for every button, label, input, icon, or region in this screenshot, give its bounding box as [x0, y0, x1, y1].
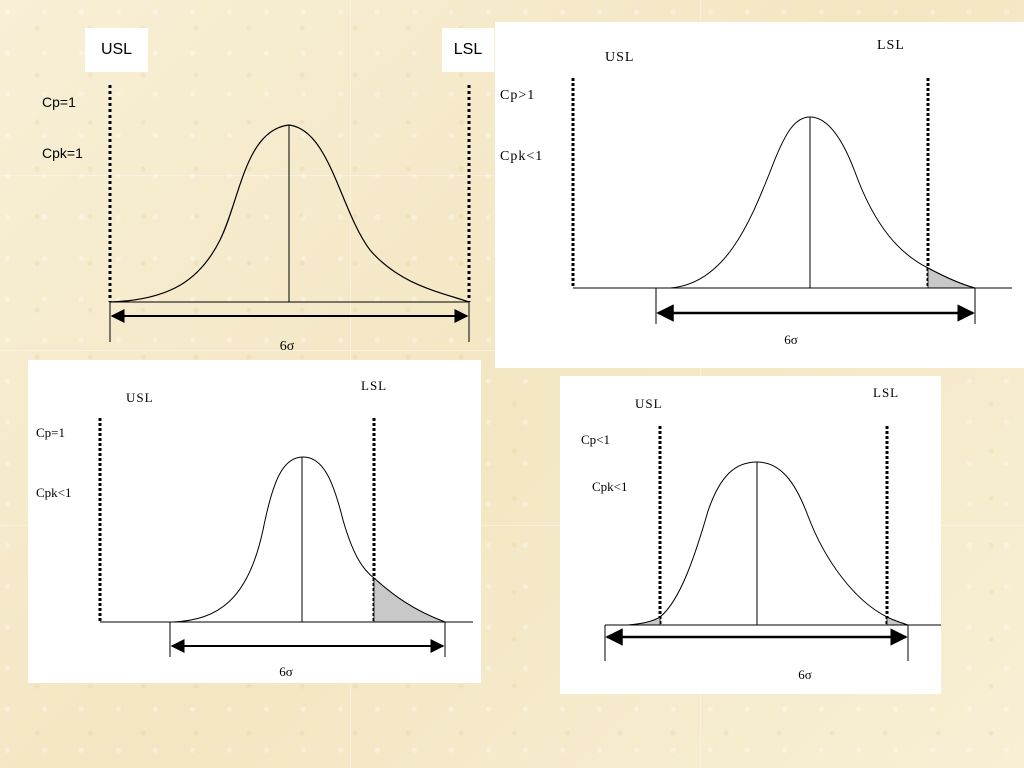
six-sigma-label: 6σ [279, 664, 293, 679]
usl-label: USL [126, 390, 154, 405]
lsl-label-box: LSL [442, 28, 494, 72]
diagram-canvas: USL LSL Cp<1 Cpk<1 6σ [581, 385, 941, 682]
cpk-label: Cpk<1 [592, 479, 628, 494]
six-sigma-label: 6σ [784, 332, 798, 347]
cp-label: Cp=1 [42, 94, 76, 110]
out-of-spec-tail [373, 577, 446, 623]
cpk-label: Cpk=1 [42, 145, 83, 161]
usl-label-box: USL [85, 28, 148, 72]
diagram-canvas: USL LSL Cp>1 Cpk<1 6σ [500, 38, 1012, 347]
diagram-cp-lt1-cpk-lt1: USL LSL Cp<1 Cpk<1 6σ [560, 376, 941, 694]
six-sigma-label: 6σ [798, 667, 812, 682]
cp-label: Cp>1 [500, 88, 535, 103]
diagram-cp-gt1-cpk-lt1: USL LSL Cp>1 Cpk<1 6σ [495, 22, 1024, 368]
cpk-label: Cpk<1 [500, 149, 543, 164]
normal-curve [172, 456, 446, 623]
cp-label: Cp<1 [581, 432, 610, 447]
usl-label: USL [605, 50, 634, 65]
lsl-label: LSL [873, 385, 899, 400]
normal-curve [627, 461, 909, 626]
out-of-spec-tail-left [627, 616, 661, 626]
out-of-spec-tail [927, 267, 976, 289]
diagram-cp1-cpk-lt1: USL LSL Cp=1 Cpk<1 6σ [28, 360, 481, 683]
usl-label: USL [100, 41, 133, 58]
six-sigma-label: 6σ [280, 339, 295, 354]
diagram-canvas: USL LSL Cp=1 Cpk<1 6σ [36, 378, 473, 679]
lsl-label: LSL [453, 41, 483, 58]
diagram-canvas: Cp=1 Cpk=1 6σ [42, 85, 471, 354]
usl-label: USL [635, 396, 663, 411]
cp-label: Cp=1 [36, 425, 65, 440]
lsl-label: LSL [877, 38, 905, 53]
lsl-label: LSL [361, 378, 387, 393]
cpk-label: Cpk<1 [36, 485, 72, 500]
normal-curve [669, 116, 976, 289]
